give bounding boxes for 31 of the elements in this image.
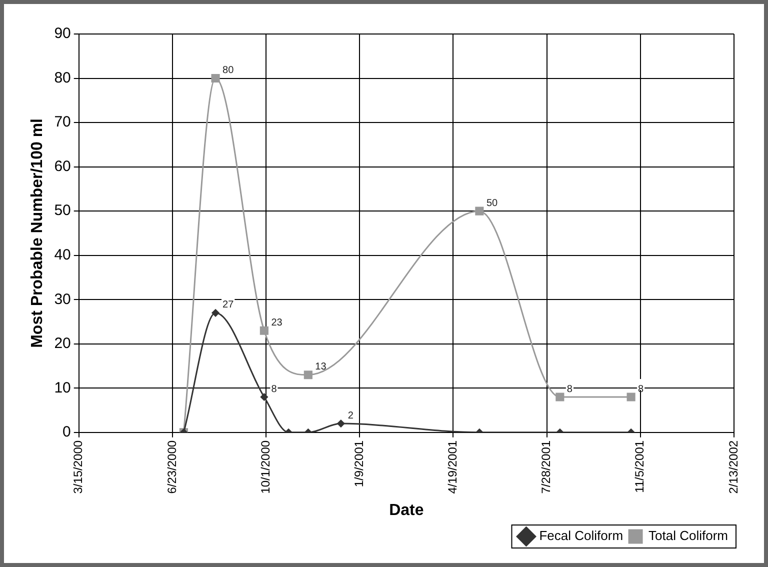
y-axis-title: Most Probable Number/100 ml [29,118,46,348]
data-label: 27 [222,300,234,311]
data-label: 8 [638,384,644,395]
x-tick-label: 11/5/2001 [632,440,647,493]
y-tick-label: 10 [54,379,71,396]
y-tick-label: 60 [54,158,71,175]
y-tick-label: 70 [54,114,71,131]
x-tick-label: 4/19/2001 [446,440,460,494]
y-tick-label: 30 [54,290,71,308]
y-tick-label: 20 [54,335,71,352]
legend-label: Fecal Coliform [539,528,624,544]
data-label: 50 [486,198,498,209]
x-tick-label: 2/13/2002 [726,440,740,494]
x-tick-label: 3/15/2000 [71,440,86,494]
y-tick-label: 90 [54,25,71,42]
y-tick-label: 0 [62,424,71,441]
x-tick-label: 7/28/2001 [539,440,554,494]
x-tick-label: 6/23/2000 [164,440,179,494]
x-tick-label: 1/9/2001 [352,440,366,488]
legend-label: Total Coliform [648,528,728,544]
y-tick-label: 50 [54,202,71,220]
data-label: 13 [315,362,327,373]
x-axis-title: Date [389,502,424,519]
data-label: 8 [566,384,573,395]
y-tick-label: 80 [54,69,71,86]
y-tick-label: 40 [54,246,71,264]
data-label: 2 [348,410,354,422]
x-tick-label: 10/1/2000 [258,440,272,494]
data-label: 23 [271,317,283,328]
data-label: 8 [271,384,278,395]
data-label: 80 [222,65,234,76]
